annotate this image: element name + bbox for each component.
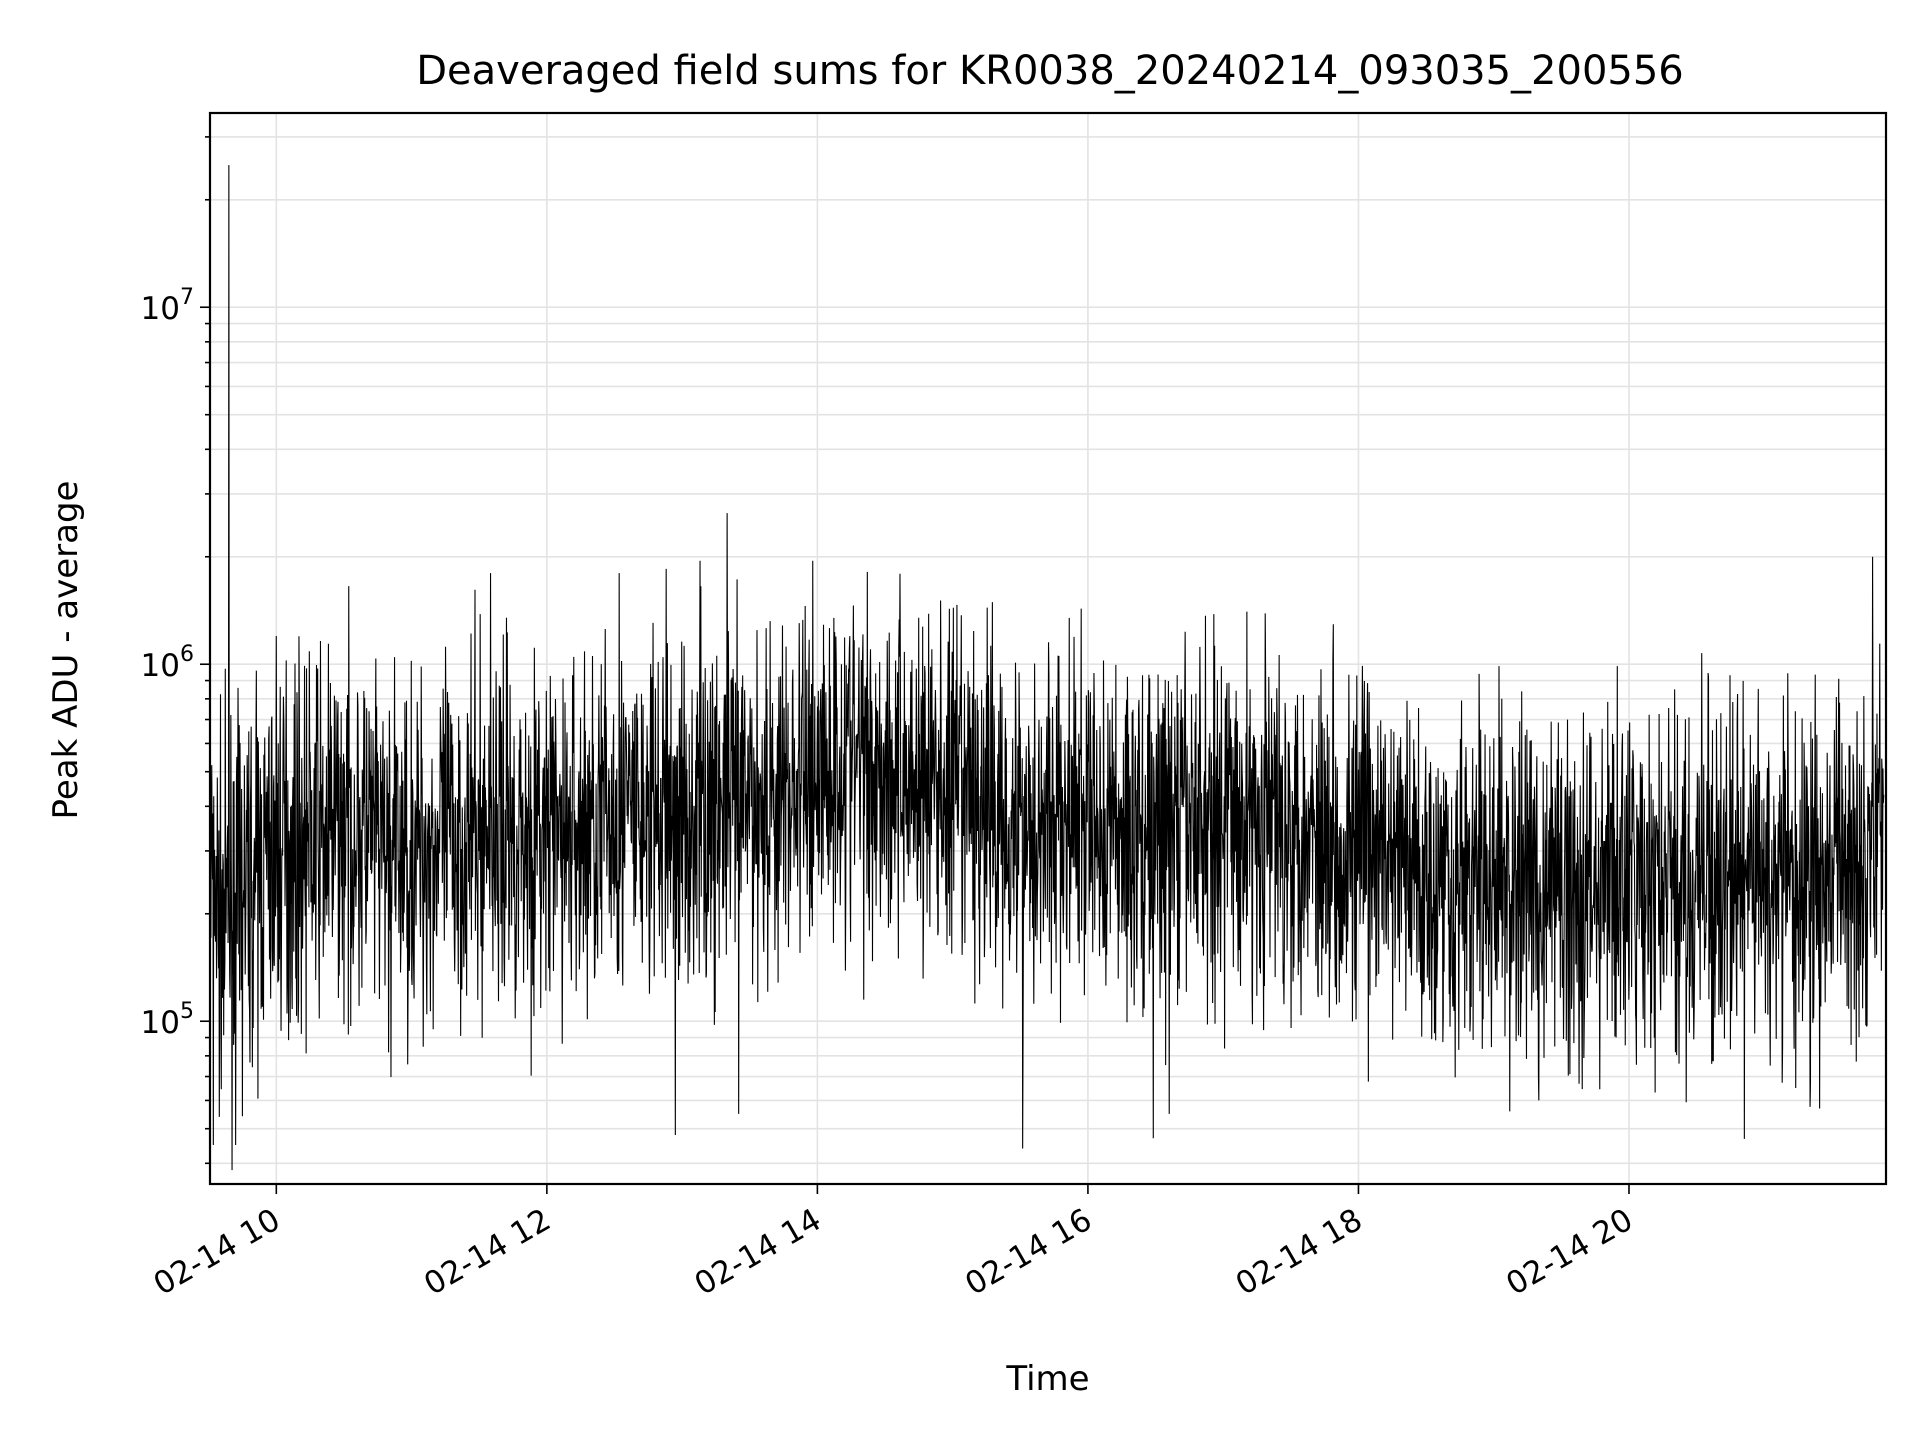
y-tick-label: 105 <box>141 999 194 1041</box>
x-axis-label: Time <box>1005 1359 1089 1399</box>
y-tick-label: 106 <box>141 642 194 684</box>
series-group <box>210 165 1885 1171</box>
y-axis-label: Peak ADU - average <box>46 481 86 820</box>
chart-title: Deaveraged field sums for KR0038_2024021… <box>416 48 1684 94</box>
series-line <box>210 165 1885 1171</box>
y-tick-label: 107 <box>141 285 194 327</box>
plot-frame <box>208 111 1888 1186</box>
